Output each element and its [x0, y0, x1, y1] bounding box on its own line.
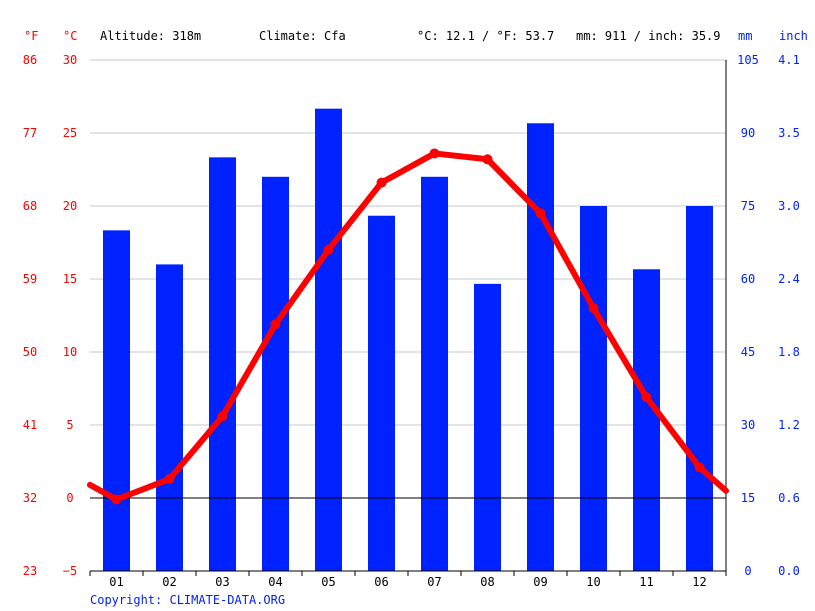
temperature-point — [694, 462, 705, 473]
x-tick-label: 12 — [692, 575, 706, 589]
celsius-tick-label: 25 — [63, 126, 77, 140]
x-tick-label: 08 — [480, 575, 494, 589]
fahrenheit-tick-label: 32 — [23, 491, 37, 505]
mm-tick-label: 75 — [741, 199, 755, 213]
mm-tick-label: 15 — [741, 491, 755, 505]
mm-tick-label: 0 — [744, 564, 751, 578]
temperature-point — [111, 494, 122, 505]
fahrenheit-tick-label: 59 — [23, 272, 37, 286]
fahrenheit-tick-label: 77 — [23, 126, 37, 140]
x-tick-label: 11 — [639, 575, 653, 589]
temperature-point — [164, 474, 175, 485]
celsius-unit-label: °C — [63, 29, 77, 43]
celsius-tick-label: 30 — [63, 53, 77, 67]
fahrenheit-tick-label: 23 — [23, 564, 37, 578]
precipitation-bar — [580, 206, 607, 571]
inch-tick-label: 0.0 — [778, 564, 800, 578]
fahrenheit-tick-label: 41 — [23, 418, 37, 432]
inch-tick-label: 4.1 — [778, 53, 800, 67]
temperature-point — [323, 244, 334, 255]
mm-tick-label: 60 — [741, 272, 755, 286]
temperature-point — [641, 392, 652, 403]
precipitation-bar — [315, 108, 342, 572]
precipitation-bars — [103, 108, 713, 572]
precipitation-bar — [474, 283, 501, 571]
fahrenheit-tick-label: 50 — [23, 345, 37, 359]
fahrenheit-tick-label: 68 — [23, 199, 37, 213]
x-tick-label: 07 — [427, 575, 441, 589]
temperature-series-line — [87, 150, 729, 503]
x-tick-label: 01 — [109, 575, 123, 589]
precipitation-bar — [209, 157, 236, 572]
inch-tick-label: 3.0 — [778, 199, 800, 213]
precipitation-bar — [103, 230, 130, 572]
precipitation-bar — [262, 176, 289, 572]
x-tick-label: 02 — [162, 575, 176, 589]
copyright-text: Copyright: CLIMATE-DATA.ORG — [90, 593, 285, 607]
avg-temp-text: °C: 12.1 / °F: 53.7 — [417, 29, 554, 43]
precipitation-bar — [368, 215, 395, 571]
celsius-tick-label: 0 — [66, 491, 73, 505]
inch-tick-label: 1.2 — [778, 418, 800, 432]
x-tick-label: 10 — [586, 575, 600, 589]
x-tick-label: 06 — [374, 575, 388, 589]
temperature-point — [376, 177, 387, 188]
celsius-tick-label: 5 — [66, 418, 73, 432]
x-tick-label: 03 — [215, 575, 229, 589]
celsius-tick-label: 20 — [63, 199, 77, 213]
celsius-tick-label: 15 — [63, 272, 77, 286]
fahrenheit-unit-label: °F — [24, 29, 38, 43]
inch-tick-label: 2.4 — [778, 272, 800, 286]
precipitation-bar — [421, 176, 448, 572]
axes — [89, 60, 727, 576]
precipitation-bar — [686, 206, 713, 571]
mm-unit-label: mm — [738, 29, 752, 43]
mm-tick-label: 90 — [741, 126, 755, 140]
precipitation-bar — [633, 269, 660, 571]
inch-tick-label: 1.8 — [778, 345, 800, 359]
inch-unit-label: inch — [779, 29, 808, 43]
gridlines — [90, 59, 726, 572]
climate-text: Climate: Cfa — [259, 29, 346, 43]
x-tick-label: 09 — [533, 575, 547, 589]
celsius-tick-label: 10 — [63, 345, 77, 359]
temperature-point — [270, 319, 281, 330]
x-tick-label: 05 — [321, 575, 335, 589]
fahrenheit-tick-label: 86 — [23, 53, 37, 67]
precipitation-bar — [156, 264, 183, 571]
precip-total-text: mm: 911 / inch: 35.9 — [576, 29, 721, 43]
temperature-point — [535, 208, 546, 219]
temperature-point — [588, 303, 599, 314]
temperature-point — [217, 411, 228, 422]
precipitation-bar — [527, 123, 554, 572]
inch-tick-label: 0.6 — [778, 491, 800, 505]
celsius-tick-label: −5 — [63, 564, 77, 578]
mm-tick-label: 105 — [737, 53, 759, 67]
mm-tick-label: 45 — [741, 345, 755, 359]
altitude-text: Altitude: 318m — [100, 29, 201, 43]
x-tick-label: 04 — [268, 575, 282, 589]
temperature-point — [429, 148, 440, 159]
mm-tick-label: 30 — [741, 418, 755, 432]
inch-tick-label: 3.5 — [778, 126, 800, 140]
temperature-point — [482, 154, 493, 165]
temperature-line — [87, 148, 729, 505]
